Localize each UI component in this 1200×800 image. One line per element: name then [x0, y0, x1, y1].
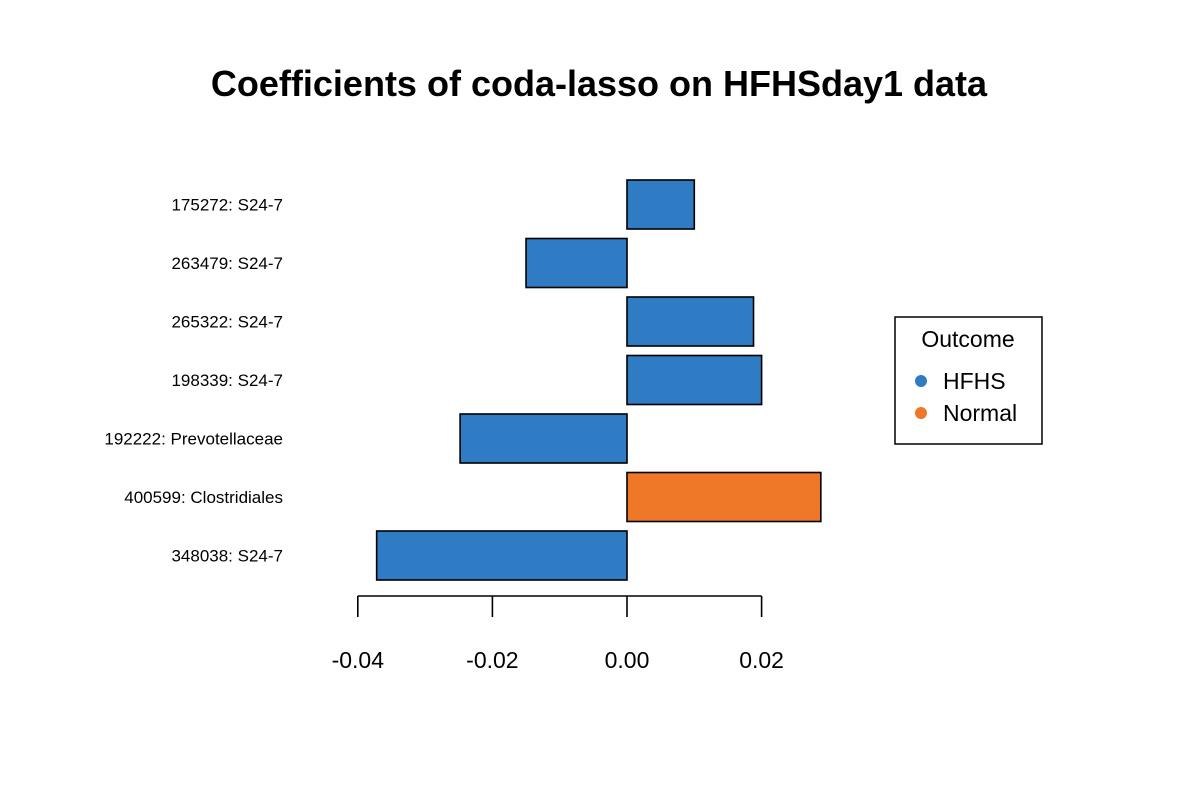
category-label: 192222: Prevotellaceae — [104, 430, 283, 449]
legend-label: HFHS — [943, 368, 1006, 394]
category-label: 263479: S24-7 — [171, 254, 283, 273]
category-label: 175272: S24-7 — [171, 196, 283, 215]
category-labels: 175272: S24-7 263479: S24-7 265322: S24-7 1… — [104, 196, 283, 566]
x-tick-label: -0.04 — [332, 647, 385, 673]
x-axis: -0.04 -0.02 0.00 0.02 — [332, 595, 784, 673]
category-label: 265322: S24-7 — [171, 313, 283, 332]
legend-title: Outcome — [921, 326, 1014, 352]
category-label: 348038: S24-7 — [171, 547, 283, 566]
bar — [626, 471, 822, 523]
chart-title: Coefficients of coda-lasso on HFHSday1 d… — [211, 63, 988, 104]
category-label: 198339: S24-7 — [171, 371, 283, 390]
legend-entries: HFHS Normal — [915, 368, 1017, 426]
bar — [525, 237, 628, 289]
x-tick-label: 0.02 — [739, 647, 784, 673]
bar — [626, 179, 696, 230]
x-tick-label: -0.02 — [466, 647, 518, 673]
legend: Outcome HFHS Normal — [894, 316, 1043, 445]
legend-marker — [915, 407, 927, 419]
category-label: 400599: Clostridiales — [124, 488, 283, 507]
bars-layer — [375, 179, 822, 581]
bar — [375, 530, 628, 581]
x-tick-label: 0.00 — [605, 647, 650, 673]
bar — [626, 296, 755, 347]
legend-label: Normal — [943, 400, 1017, 426]
bar — [459, 413, 628, 464]
legend-marker — [915, 375, 927, 387]
bar — [626, 354, 763, 406]
